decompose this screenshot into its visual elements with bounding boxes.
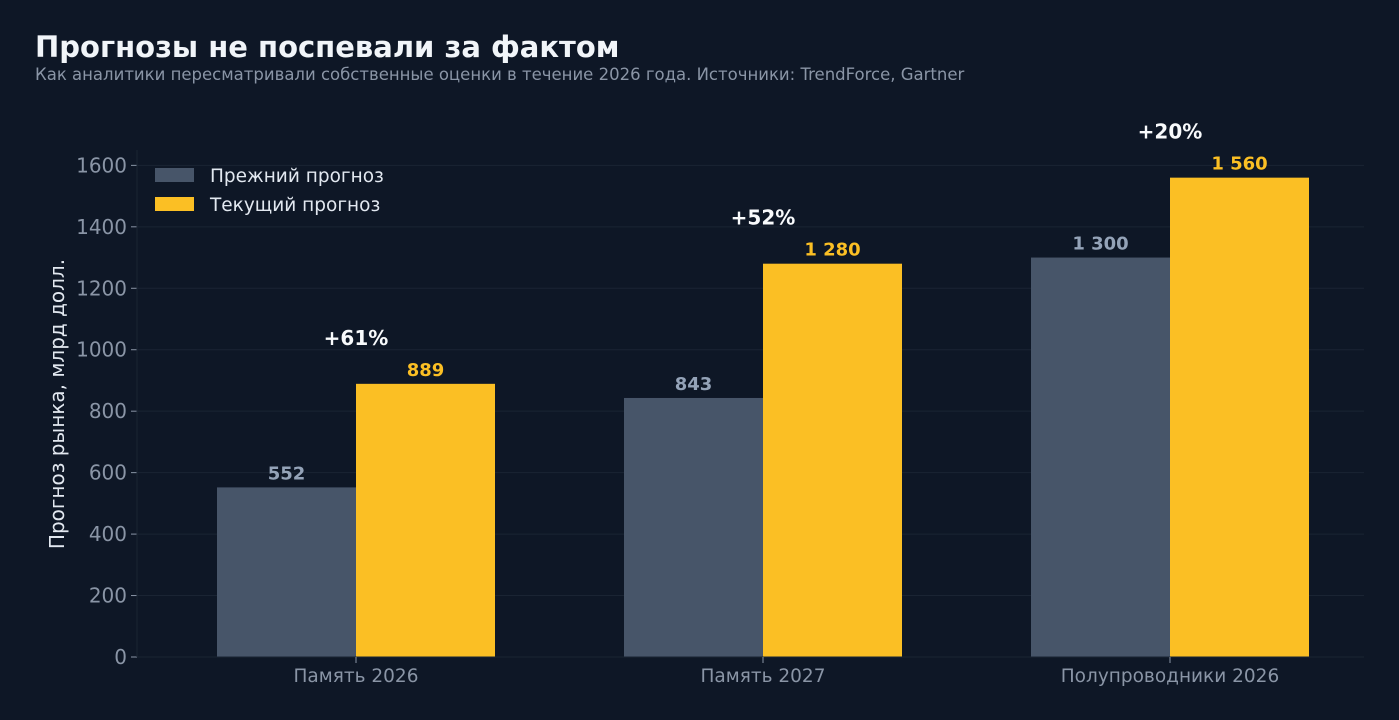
y-tick-label: 400 <box>89 522 127 546</box>
y-tick-label: 1000 <box>76 338 127 362</box>
data-labels: 552 889 +61% 843 1 280 +52% 1 300 1 560 +20% <box>268 120 1268 485</box>
bar-value-label-previous: 552 <box>268 463 306 484</box>
y-tick-label: 0 <box>114 645 127 669</box>
bar-value-label-previous: 843 <box>675 374 713 395</box>
bar-current-forecast <box>356 383 495 657</box>
chart-title: Прогнозы не поспевали за фактом <box>35 30 620 64</box>
axes: 0 200 400 600 800 1000 1200 1400 1600 Память 2026… <box>76 150 1364 687</box>
legend: Прежний прогноз Текущий прогноз <box>155 166 384 216</box>
y-tick-label: 1400 <box>76 215 127 239</box>
x-tick-label: Полупроводники 2026 <box>1061 666 1279 687</box>
y-tick-label: 1600 <box>76 153 127 177</box>
legend-swatch-previous <box>155 168 194 182</box>
legend-label-previous: Прежний прогноз <box>210 166 384 187</box>
x-tick-label: Память 2026 <box>294 666 419 687</box>
change-annotation: +20% <box>1138 120 1203 144</box>
y-tick-label: 600 <box>89 461 127 485</box>
bar-current-forecast <box>763 263 902 657</box>
change-annotation: +61% <box>324 326 389 350</box>
bars <box>217 177 1309 657</box>
y-tick-label: 200 <box>89 584 127 608</box>
chart-subtitle: Как аналитики пересматривали собственные… <box>35 65 965 84</box>
bar-previous-forecast <box>217 487 356 657</box>
y-tick-label: 1200 <box>76 276 127 300</box>
bar-value-label-current: 1 280 <box>804 240 860 261</box>
change-annotation: +52% <box>731 206 796 230</box>
bar-previous-forecast <box>1031 257 1170 657</box>
bar-current-forecast <box>1170 177 1309 657</box>
y-axis-label: Прогноз рынка, млрд долл. <box>45 259 69 549</box>
legend-label-current: Текущий прогноз <box>209 195 380 216</box>
y-tick-label: 800 <box>89 399 127 423</box>
bar-value-label-current: 889 <box>407 360 445 381</box>
bar-value-label-current: 1 560 <box>1211 154 1267 175</box>
legend-swatch-current <box>155 197 194 211</box>
x-tick-label: Память 2027 <box>701 666 826 687</box>
bar-previous-forecast <box>624 397 763 657</box>
bar-value-label-previous: 1 300 <box>1072 234 1128 255</box>
